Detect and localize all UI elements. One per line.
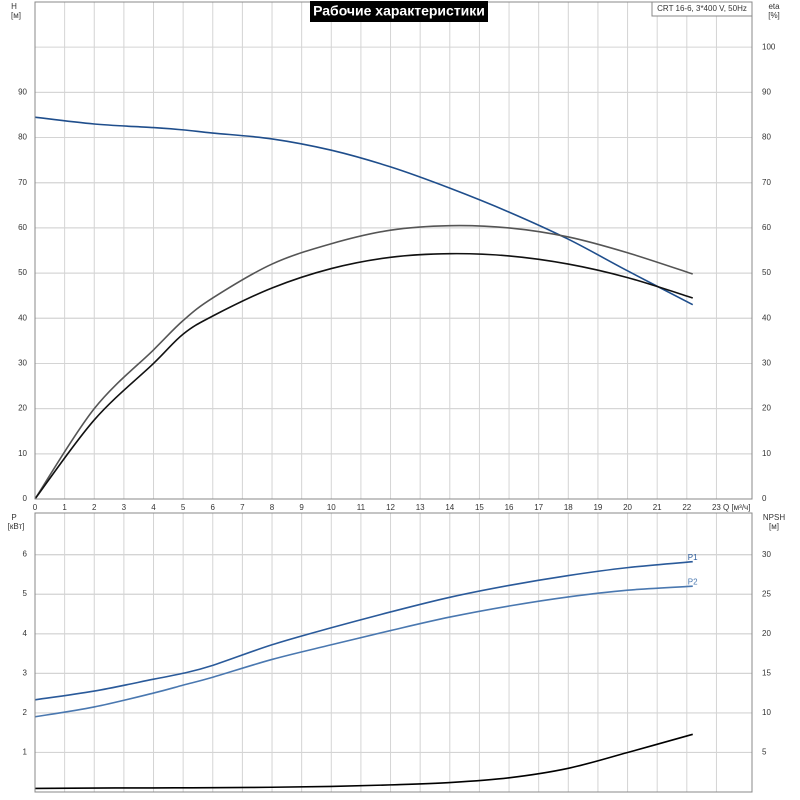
y-tick-label: 1 xyxy=(23,748,28,757)
y-tick-label: 20 xyxy=(18,404,27,413)
x-tick-label: 10 xyxy=(327,503,336,512)
y2-tick-label: 15 xyxy=(762,669,771,678)
y-tick-label: 6 xyxy=(23,550,28,559)
x-tick-label: 21 xyxy=(653,503,662,512)
x-tick-label: 16 xyxy=(505,503,514,512)
x-tick-label: 18 xyxy=(564,503,573,512)
x-tick-label: 13 xyxy=(416,503,425,512)
series-line xyxy=(34,585,693,718)
series-line xyxy=(34,252,693,500)
y2-tick-label: 30 xyxy=(762,550,771,559)
x-tick-label: 7 xyxy=(240,503,245,512)
y-axis-label: H xyxy=(11,2,17,11)
x-tick-label: 22 xyxy=(682,503,691,512)
series-label: P1 xyxy=(688,553,698,562)
x-tick-label: 17 xyxy=(534,503,543,512)
top-frame xyxy=(34,1,753,500)
y-tick-label: 2 xyxy=(23,708,28,717)
x-tick-label: 15 xyxy=(475,503,484,512)
series-line xyxy=(34,733,693,790)
y-tick-label: 5 xyxy=(23,589,28,598)
x-tick-label: 14 xyxy=(445,503,454,512)
x-axis-label: Q [м³/ч] xyxy=(723,503,750,512)
x-tick-label: 12 xyxy=(386,503,395,512)
y2-tick-label: 40 xyxy=(762,313,771,322)
y2-tick-label: 10 xyxy=(762,708,771,717)
y2-tick-label: 20 xyxy=(762,404,771,413)
y2-tick-label: 20 xyxy=(762,629,771,638)
y-tick-label: 80 xyxy=(18,133,27,142)
series-line xyxy=(34,560,693,701)
x-tick-label: 0 xyxy=(33,503,38,512)
y2-tick-label: 100 xyxy=(762,42,776,51)
x-tick-label: 4 xyxy=(151,503,156,512)
y2-tick-label: 25 xyxy=(762,590,771,599)
subtitle-box xyxy=(651,1,753,17)
y2-axis-label: eta xyxy=(768,2,780,11)
y-axis-unit: [м] xyxy=(11,11,21,20)
y-axis-label: P xyxy=(11,513,16,522)
y-tick-label: 60 xyxy=(18,223,27,232)
chart-title: Рабочие характеристики xyxy=(313,3,485,19)
y2-tick-label: 50 xyxy=(762,268,771,277)
series-line xyxy=(34,116,694,306)
y2-tick-label: 60 xyxy=(762,223,771,232)
y2-axis-unit: [м] xyxy=(769,522,779,531)
x-tick-label: 1 xyxy=(62,503,67,512)
y2-axis-unit: [%] xyxy=(768,11,780,20)
x-tick-label: 9 xyxy=(299,503,304,512)
title-box xyxy=(310,1,488,22)
y-axis-unit: [кВт] xyxy=(8,522,25,531)
series-label: P2 xyxy=(688,577,698,586)
y2-tick-label: 10 xyxy=(762,449,771,458)
y2-tick-label: 30 xyxy=(762,359,771,368)
x-tick-label: 2 xyxy=(92,503,97,512)
y-tick-label: 40 xyxy=(18,313,27,322)
y2-axis-label: NPSH xyxy=(763,513,785,522)
x-tick-label: 11 xyxy=(357,503,366,512)
bottom-frame xyxy=(34,512,753,793)
y-tick-label: 4 xyxy=(23,629,28,638)
y2-tick-label: 90 xyxy=(762,87,771,96)
y-tick-label: 90 xyxy=(18,87,27,96)
y-tick-label: 70 xyxy=(18,178,27,187)
y-tick-label: 10 xyxy=(18,449,27,458)
y-tick-label: 0 xyxy=(23,494,28,503)
x-tick-label: 3 xyxy=(122,503,127,512)
x-tick-label: 5 xyxy=(181,503,186,512)
y2-tick-label: 80 xyxy=(762,133,771,142)
y-tick-label: 30 xyxy=(18,359,27,368)
y-tick-label: 3 xyxy=(23,668,28,677)
x-tick-label: 20 xyxy=(623,503,632,512)
x-tick-label: 8 xyxy=(270,503,275,512)
y2-tick-label: 70 xyxy=(762,178,771,187)
x-tick-label: 19 xyxy=(593,503,602,512)
series-line xyxy=(34,224,693,500)
y2-tick-label: 5 xyxy=(762,748,767,757)
y2-tick-label: 0 xyxy=(762,494,767,503)
x-tick-label: 23 xyxy=(712,503,721,512)
chart-subtitle: CRT 16-6, 3*400 V, 50Hz xyxy=(657,4,747,13)
y-tick-label: 50 xyxy=(18,268,27,277)
x-tick-label: 6 xyxy=(211,503,216,512)
